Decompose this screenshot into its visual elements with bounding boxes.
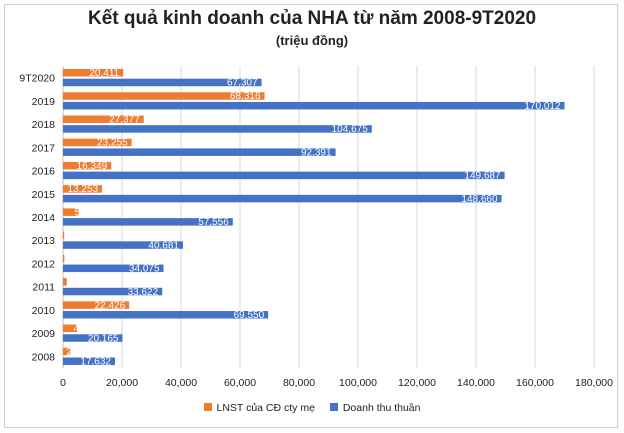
y-tick-label: 2012 [32,258,56,270]
bar-profit [63,208,79,216]
bar-profit [63,278,67,286]
data-label-revenue: 57,556 [198,217,229,228]
bar-revenue [63,125,372,133]
x-tick-label: 140,000 [457,377,495,389]
y-tick-label: 2016 [32,166,56,178]
bar-revenue [63,171,505,180]
y-tick-label: 2017 [32,142,56,154]
data-label-revenue: 148,660 [461,194,498,205]
bar-profit [63,92,265,100]
bar-profit [63,347,71,356]
data-label-profit: 20,411 [89,68,119,79]
x-tick-label: 160,000 [516,377,554,389]
legend: LNST của CĐ cty mẹ Doanh thu thuần [0,402,624,414]
data-label-revenue: 92,391 [301,147,332,158]
x-tick-label: 60,000 [224,377,256,389]
x-tick-label: 180,000 [575,377,613,389]
bar-revenue [63,311,269,319]
y-tick-label: 2011 [32,282,55,294]
data-label-profit: 4,913 [73,324,98,335]
bar-revenue [63,78,262,87]
x-tick-label: 80,000 [283,377,315,389]
bar-profit [63,301,130,309]
bar-revenue [63,194,502,203]
y-tick-label: 2010 [32,305,56,317]
x-tick-label: 0 [60,377,66,389]
data-label-profit: 23,255 [97,138,128,149]
bar-profit [63,161,112,170]
legend-item-revenue: Doanh thu thuần [329,402,421,414]
bar-profit [63,69,124,77]
data-label-profit: 451 [66,254,83,265]
data-label-revenue: 67,307 [227,78,258,89]
data-label-profit: 2,486 [66,347,91,358]
bar-profit [63,324,78,333]
data-label-revenue: 17,632 [80,356,111,367]
bar-revenue [63,148,336,156]
data-label-profit: 22,426 [95,300,126,311]
x-tick-label: 100,000 [339,377,377,389]
y-tick-label: 2008 [32,351,56,363]
y-tick-label: 2018 [32,119,56,131]
legend-label-profit: LNST của CĐ cty mẹ [216,402,315,414]
data-label-revenue: 170,012 [524,101,561,112]
data-label-profit: 5,304 [75,207,100,218]
chart-title: Kết quả kinh doanh của NHA từ năm 2008-9… [87,8,537,29]
bar-profit [63,138,132,147]
x-tick-label: 40,000 [165,377,197,389]
data-label-revenue: 149,687 [464,171,501,182]
bar-profit [63,254,65,263]
bar-revenue [63,334,123,342]
bar-profit [63,115,144,123]
data-label-revenue: 104,675 [332,124,369,135]
data-label-revenue: 33,622 [128,287,159,298]
bar-revenue [63,101,565,110]
bar-profit [63,185,103,193]
y-tick-label: 2009 [32,328,56,340]
y-tick-label: 2019 [32,96,56,108]
data-label-profit: 68,316 [230,91,261,102]
bar-revenue [63,357,116,365]
legend-swatch-profit [203,403,212,411]
x-tick-label: 120,000 [398,377,436,389]
bar-revenue [63,287,163,296]
x-tick-label: 20,000 [106,377,138,389]
legend-swatch-revenue [329,403,338,411]
data-label-profit: 13,253 [68,184,99,195]
data-label-profit: 1,302 [66,277,91,288]
data-label-revenue: 34,075 [129,264,160,275]
data-label-revenue: 69,550 [234,310,265,321]
chart-subtitle: (triệu đồng) [275,33,349,48]
legend-label-revenue: Doanh thu thuần [342,402,421,414]
y-tick-label: 9T2020 [19,73,55,85]
data-label-profit: 27,377 [109,114,140,125]
data-label-profit: 16,349 [77,161,108,172]
data-label-revenue: 40,681 [148,240,179,251]
y-tick-label: 2015 [32,189,56,201]
bar-revenue [63,264,164,273]
data-label-revenue: 20,165 [88,333,119,344]
legend-item-profit: LNST của CĐ cty mẹ [203,402,315,414]
bar-revenue [63,218,233,226]
bar-revenue [63,241,184,249]
bar-profit [63,231,65,240]
data-label-profit: 402 [66,231,83,242]
y-tick-label: 2013 [32,235,56,247]
y-tick-label: 2014 [32,212,56,224]
